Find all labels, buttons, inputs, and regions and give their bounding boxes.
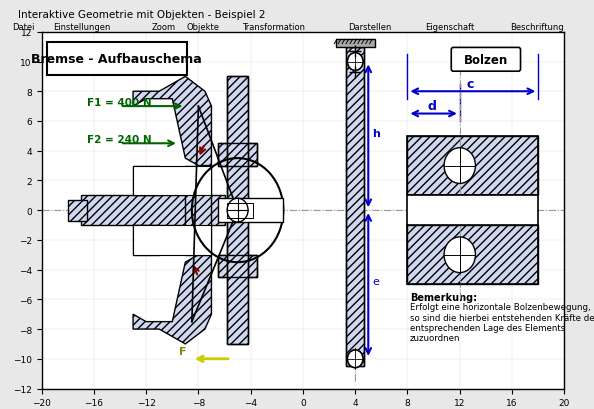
Circle shape (347, 350, 363, 368)
Text: Datei: Datei (12, 22, 34, 31)
Polygon shape (133, 225, 159, 255)
Text: Interaktive Geometrie mit Objekten - Beispiel 2: Interaktive Geometrie mit Objekten - Bei… (18, 10, 266, 20)
Text: F1 = 400 N: F1 = 400 N (87, 97, 152, 108)
Text: Bremse - Aufbauschema: Bremse - Aufbauschema (31, 53, 201, 66)
Bar (227, 77, 248, 344)
Text: F: F (179, 346, 187, 357)
Bar (346, 47, 364, 366)
Polygon shape (133, 77, 211, 166)
Bar (407, 196, 538, 225)
Bar (227, 77, 248, 344)
Circle shape (444, 148, 475, 184)
Bar (218, 144, 257, 166)
Text: Beschriftung: Beschriftung (510, 22, 563, 31)
Bar (346, 47, 364, 366)
Text: Eigenschaft: Eigenschaft (425, 22, 475, 31)
Text: Einstellungen: Einstellungen (53, 22, 111, 31)
Circle shape (347, 54, 363, 71)
Bar (218, 255, 257, 277)
Bar (68, 200, 87, 221)
Text: Transformation: Transformation (242, 22, 305, 31)
Text: Zoom: Zoom (152, 22, 176, 31)
Polygon shape (133, 166, 159, 196)
Text: c: c (466, 78, 473, 90)
Text: Darstellen: Darstellen (348, 22, 391, 31)
Bar (81, 196, 225, 225)
Bar (227, 203, 253, 218)
Text: Bemerkung:: Bemerkung: (410, 292, 477, 302)
Text: d: d (427, 100, 436, 113)
Text: Erfolgt eine horizontale Bolzenbewegung,
so sind die hierbei entstehenden Kräfte: Erfolgt eine horizontale Bolzenbewegung,… (410, 303, 594, 343)
Circle shape (444, 237, 475, 273)
Text: F2 = 240 N: F2 = 240 N (87, 135, 152, 144)
Bar (407, 137, 538, 196)
Bar (407, 225, 538, 285)
Bar (133, 166, 211, 196)
Bar (218, 255, 257, 277)
Polygon shape (133, 255, 211, 344)
Circle shape (227, 199, 248, 222)
Bar (218, 144, 257, 166)
Text: e: e (372, 277, 379, 287)
Bar (133, 225, 211, 255)
Bar (407, 137, 538, 196)
Bar (407, 225, 538, 285)
Bar (218, 199, 283, 222)
FancyBboxPatch shape (451, 48, 520, 72)
Bar (336, 40, 375, 47)
Text: h: h (372, 128, 380, 139)
Text: Bolzen: Bolzen (464, 54, 508, 67)
FancyBboxPatch shape (47, 43, 187, 76)
Text: Objekte: Objekte (187, 22, 220, 31)
Bar (185, 166, 211, 255)
